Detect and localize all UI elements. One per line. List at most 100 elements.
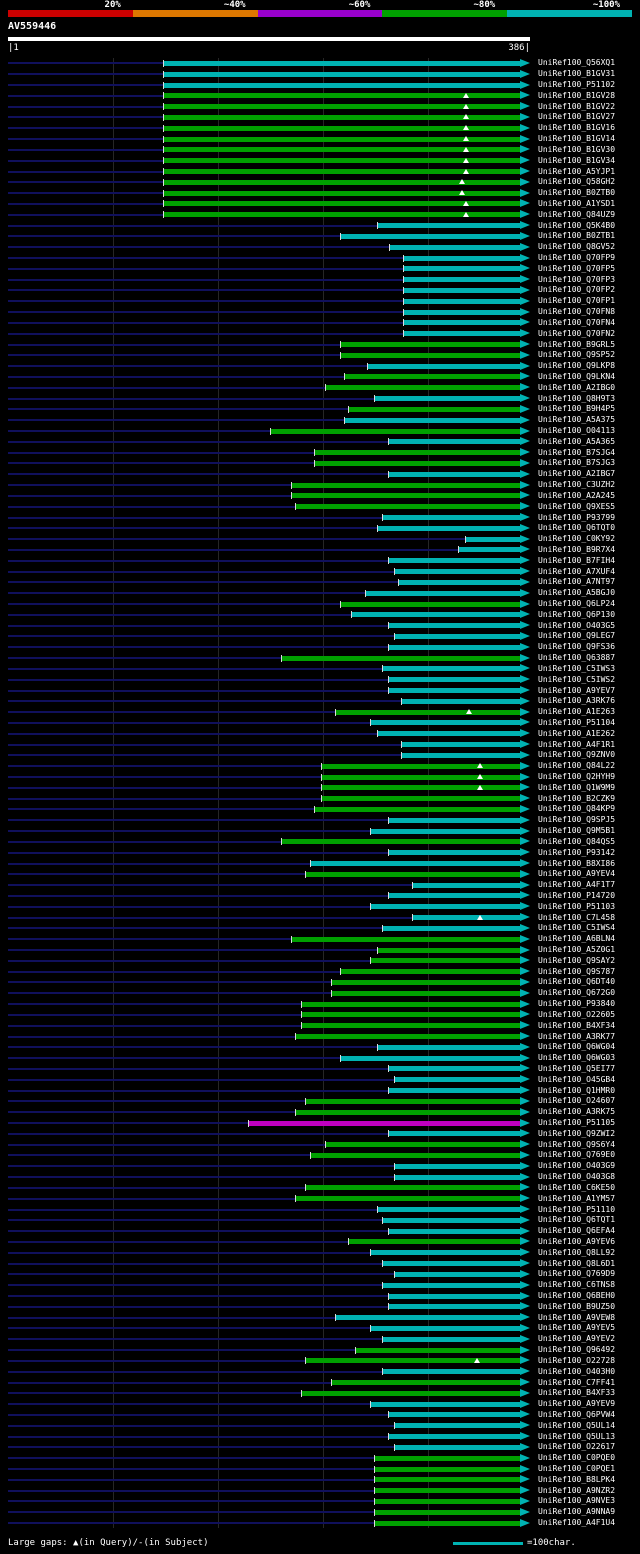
alignment-row[interactable]: UniRef100_O24607 <box>0 1096 640 1107</box>
alignment-row[interactable]: UniRef100_Q9LKP8 <box>0 361 640 372</box>
hit-label[interactable]: UniRef100_A7NT97 <box>538 577 616 587</box>
hit-label[interactable]: UniRef100_A2IBG0 <box>538 382 616 392</box>
alignment-row[interactable]: UniRef100_A1YSD1 <box>0 199 640 210</box>
alignment-row[interactable]: UniRef100_A9NNA9 <box>0 1507 640 1518</box>
alignment-row[interactable]: UniRef100_A3RK76 <box>0 696 640 707</box>
hit-label[interactable]: UniRef100_Q5EI77 <box>538 1063 616 1073</box>
hit-bar[interactable] <box>162 158 520 164</box>
alignment-row[interactable]: UniRef100_Q5K4B0 <box>0 220 640 231</box>
hit-label[interactable]: UniRef100_Q9SP52 <box>538 350 616 360</box>
hit-label[interactable]: UniRef100_P93840 <box>538 999 616 1009</box>
hit-label[interactable]: UniRef100_C3UZH2 <box>538 480 616 490</box>
hit-label[interactable]: UniRef100_B9GRL5 <box>538 339 616 349</box>
alignment-row[interactable]: UniRef100_Q8H9T3 <box>0 393 640 404</box>
hit-label[interactable]: UniRef100_Q70FN8 <box>538 307 616 317</box>
hit-bar[interactable] <box>304 1185 520 1191</box>
alignment-row[interactable]: UniRef100_Q9S787 <box>0 966 640 977</box>
hit-label[interactable]: UniRef100_P51104 <box>538 717 616 727</box>
hit-bar[interactable] <box>304 1358 520 1364</box>
hit-label[interactable]: UniRef100_Q9FS36 <box>538 642 616 652</box>
hit-label[interactable]: UniRef100_P93142 <box>538 847 616 857</box>
hit-label[interactable]: UniRef100_Q6LP24 <box>538 599 616 609</box>
hit-bar[interactable] <box>370 720 520 726</box>
hit-bar[interactable] <box>291 936 520 942</box>
hit-bar[interactable] <box>370 1325 520 1331</box>
hit-label[interactable]: UniRef100_A9YEV9 <box>538 1399 616 1409</box>
alignment-row[interactable]: UniRef100_B7FIH4 <box>0 555 640 566</box>
alignment-row[interactable]: UniRef100_Q1W9M9 <box>0 782 640 793</box>
alignment-row[interactable]: UniRef100_B8LPK4 <box>0 1474 640 1485</box>
alignment-row[interactable]: UniRef100_A4F1T7 <box>0 880 640 891</box>
hit-bar[interactable] <box>387 558 520 564</box>
hit-label[interactable]: UniRef100_A5A365 <box>538 436 616 446</box>
alignment-row[interactable]: UniRef100_P14720 <box>0 891 640 902</box>
hit-bar[interactable] <box>330 979 520 985</box>
hit-label[interactable]: UniRef100_Q70FP9 <box>538 253 616 263</box>
hit-label[interactable]: UniRef100_A7XUF4 <box>538 566 616 576</box>
hit-bar[interactable] <box>314 460 520 466</box>
alignment-row[interactable]: UniRef100_A9YEV7 <box>0 685 640 696</box>
alignment-row[interactable]: UniRef100_C3UZH2 <box>0 480 640 491</box>
hit-bar[interactable] <box>162 82 520 88</box>
hit-label[interactable]: UniRef100_A2IBG7 <box>538 469 616 479</box>
alignment-row[interactable]: UniRef100_P93799 <box>0 512 640 523</box>
hit-bar[interactable] <box>295 1109 520 1115</box>
alignment-row[interactable]: UniRef100_Q5UL14 <box>0 1420 640 1431</box>
alignment-row[interactable]: UniRef100_A9YEV5 <box>0 1323 640 1334</box>
alignment-row[interactable]: UniRef100_A4F1U4 <box>0 1518 640 1529</box>
hit-bar[interactable] <box>387 1228 520 1234</box>
hit-label[interactable]: UniRef100_Q70FN2 <box>538 328 616 338</box>
alignment-row[interactable]: UniRef100_Q8LL92 <box>0 1247 640 1258</box>
hit-bar[interactable] <box>382 925 520 931</box>
hit-label[interactable]: UniRef100_O45GB4 <box>538 1074 616 1084</box>
hit-bar[interactable] <box>376 525 520 531</box>
hit-bar[interactable] <box>162 114 520 120</box>
alignment-row[interactable]: UniRef100_Q6WG03 <box>0 1053 640 1064</box>
alignment-row[interactable]: UniRef100_Q84QS5 <box>0 837 640 848</box>
alignment-row[interactable]: UniRef100_Q2HYH9 <box>0 772 640 783</box>
hit-bar[interactable] <box>340 342 520 348</box>
hit-bar[interactable] <box>162 136 520 142</box>
hit-bar[interactable] <box>401 752 520 758</box>
hit-label[interactable]: UniRef100_Q84KP9 <box>538 804 616 814</box>
hit-bar[interactable] <box>394 569 520 575</box>
hit-label[interactable]: UniRef100_A1YM57 <box>538 1193 616 1203</box>
alignment-row[interactable]: UniRef100_B1GV22 <box>0 101 640 112</box>
alignment-row[interactable]: UniRef100_P93840 <box>0 999 640 1010</box>
hit-bar[interactable] <box>300 1001 520 1007</box>
hit-label[interactable]: UniRef100_B0ZTB0 <box>538 188 616 198</box>
hit-bar[interactable] <box>321 796 520 802</box>
alignment-row[interactable]: UniRef100_C5IWS2 <box>0 674 640 685</box>
hit-bar[interactable] <box>340 233 520 239</box>
hit-bar[interactable] <box>321 763 520 769</box>
alignment-row[interactable]: UniRef100_A9YEV9 <box>0 1399 640 1410</box>
hit-bar[interactable] <box>394 1444 520 1450</box>
hit-bar[interactable] <box>280 655 520 661</box>
alignment-row[interactable]: UniRef100_B2CZK9 <box>0 793 640 804</box>
hit-label[interactable]: UniRef100_B1GV31 <box>538 69 616 79</box>
alignment-row[interactable]: UniRef100_Q70FP3 <box>0 274 640 285</box>
hit-bar[interactable] <box>401 698 520 704</box>
hit-label[interactable]: UniRef100_B4XF33 <box>538 1388 616 1398</box>
hit-bar[interactable] <box>162 93 520 99</box>
hit-bar[interactable] <box>269 428 520 434</box>
hit-label[interactable]: UniRef100_B1GV14 <box>538 134 616 144</box>
alignment-row[interactable]: UniRef100_C6TNS8 <box>0 1280 640 1291</box>
hit-bar[interactable] <box>374 1509 520 1515</box>
alignment-row[interactable]: UniRef100_A9YEV4 <box>0 869 640 880</box>
hit-bar[interactable] <box>387 817 520 823</box>
hit-bar[interactable] <box>310 1152 520 1158</box>
hit-label[interactable]: UniRef100_O403G8 <box>538 1172 616 1182</box>
alignment-row[interactable]: UniRef100_Q84KP9 <box>0 804 640 815</box>
alignment-row[interactable]: UniRef100_A5Z0G1 <box>0 945 640 956</box>
hit-label[interactable]: UniRef100_Q6BEH0 <box>538 1291 616 1301</box>
hit-bar[interactable] <box>376 731 520 737</box>
hit-label[interactable]: UniRef100_Q769E0 <box>538 1150 616 1160</box>
alignment-row[interactable]: UniRef100_Q1HMR0 <box>0 1085 640 1096</box>
hit-label[interactable]: UniRef100_A3RK75 <box>538 1107 616 1117</box>
hit-label[interactable]: UniRef100_Q70FP5 <box>538 263 616 273</box>
hit-label[interactable]: UniRef100_C5IWS2 <box>538 674 616 684</box>
alignment-row[interactable]: UniRef100_B0ZTB1 <box>0 231 640 242</box>
hit-bar[interactable] <box>355 1347 520 1353</box>
alignment-row[interactable]: UniRef100_A2IBG7 <box>0 469 640 480</box>
